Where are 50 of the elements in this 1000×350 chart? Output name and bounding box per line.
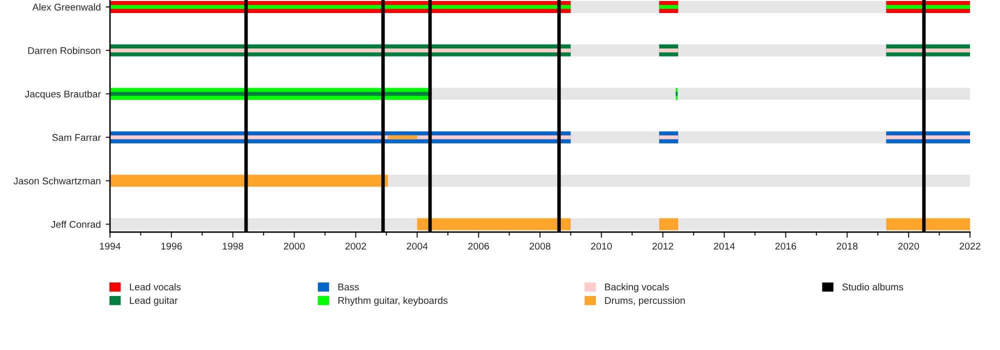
y-tick-label: Sam Farrar (52, 134, 101, 141)
bar (570, 131, 660, 144)
x-tick-label: 1994 (100, 242, 121, 250)
bar (678, 218, 886, 230)
bar (678, 0, 886, 13)
bar (886, 218, 970, 230)
x-tick-label: 1996 (161, 242, 182, 250)
y-tick-label: Alex Greenwald (32, 3, 100, 11)
bar (659, 135, 678, 140)
legend-label: Drums, percussion (605, 296, 685, 306)
x-tick-label: 2008 (530, 242, 550, 250)
bar (388, 174, 970, 187)
legend-label: Backing vocals (605, 283, 669, 292)
legend-label: Studio albums (842, 283, 904, 290)
x-tick-label: 2002 (345, 242, 366, 250)
bar (659, 218, 678, 230)
bar (110, 218, 418, 230)
bar (570, 44, 660, 56)
bar (110, 135, 571, 140)
x-tick-label: 2020 (898, 242, 920, 250)
bar (570, 0, 660, 13)
x-tick-label: 2004 (406, 242, 428, 250)
bar (417, 218, 571, 230)
y-tick-label: Jason Schwartzman (14, 177, 100, 184)
x-tick-label: 1998 (222, 242, 244, 250)
y-tick-label: Jacques Brautbar (24, 90, 101, 100)
x-tick-label: 2016 (775, 242, 796, 250)
legend-label: Lead vocals (130, 283, 181, 290)
legend-label: Rhythm guitar, keyboards (338, 296, 448, 306)
bar (570, 218, 660, 230)
bar (678, 131, 886, 144)
x-tick-label: 2012 (652, 242, 674, 250)
bar (886, 135, 970, 140)
x-tick-label: 2022 (960, 242, 980, 250)
bar (110, 174, 388, 187)
bar (886, 4, 970, 9)
legend-label: Bass (338, 284, 359, 290)
x-tick-label: 2006 (468, 242, 489, 250)
bar (659, 48, 678, 52)
y-tick-label: Jeff Conrad (51, 220, 100, 228)
x-tick-label: 2014 (714, 242, 735, 250)
bar (110, 48, 571, 52)
bar (430, 88, 970, 100)
legend-label: Lead guitar (130, 296, 178, 306)
x-tick-label: 2010 (591, 242, 612, 250)
y-tick-label: Darren Robinson (28, 46, 100, 54)
x-tick-label: 2018 (836, 242, 858, 250)
bar (886, 48, 970, 52)
bar (678, 44, 886, 56)
x-tick-label: 2000 (284, 242, 305, 250)
